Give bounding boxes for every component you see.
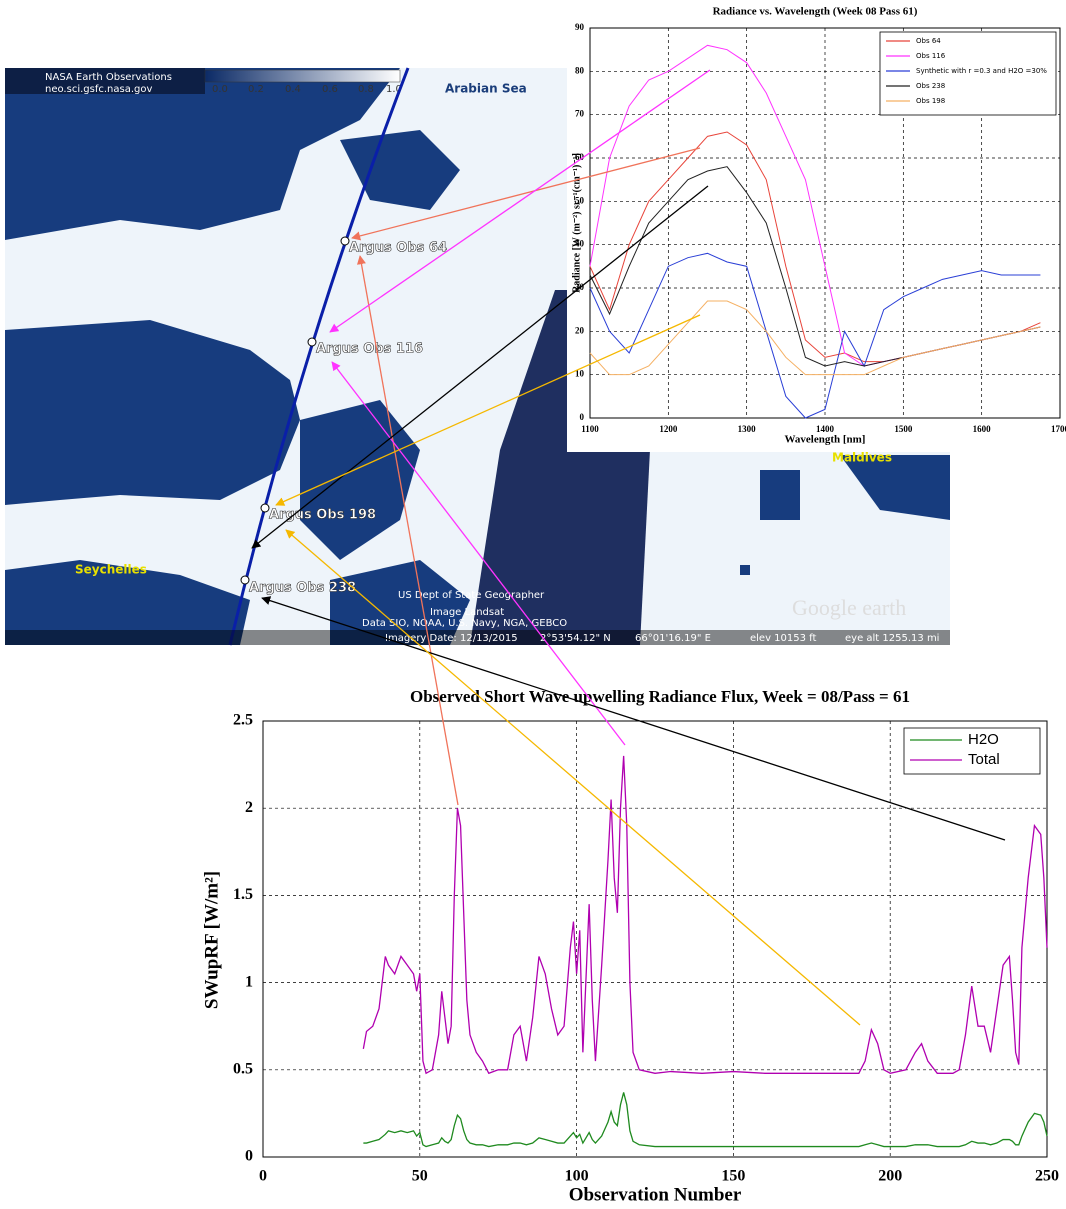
y-tick-label: 2.5 [233, 712, 253, 729]
place-label: Arabian Sea [445, 82, 527, 96]
x-tick-label: 150 [721, 1168, 745, 1185]
x-tick-label: 100 [565, 1168, 589, 1185]
y-tick-label: 0 [580, 412, 585, 422]
marker-label: Argus Obs 198 [269, 508, 376, 523]
y-tick-label: 70 [575, 109, 585, 119]
status: Imagery Date: 12/13/2015 [385, 633, 518, 644]
marker-label: Argus Obs 116 [316, 342, 423, 357]
colorbar-tick: 0.6 [322, 84, 338, 95]
chart-title: Observed Short Wave upwelling Radiance F… [410, 687, 910, 706]
credit: Data SIO, NOAA, U.S. Navy, NGA, GEBCO [362, 618, 567, 629]
status: elev 10153 ft [750, 633, 817, 644]
legend-label: H2O [968, 731, 999, 748]
colorbar-tick: 0.8 [358, 84, 374, 95]
legend-label: Obs 116 [916, 52, 946, 60]
x-axis-label: Observation Number [569, 1184, 742, 1205]
x-tick-label: 1600 [973, 424, 992, 434]
figure: NASA Earth Observations neo.sci.gsfc.nas… [0, 0, 1066, 1209]
status: 66°01'16.19" E [635, 633, 711, 644]
y-tick-label: 1 [245, 973, 253, 990]
y-tick-label: 20 [575, 325, 585, 335]
legend-label: Total [968, 751, 1000, 768]
marker-label: Argus Obs 64 [349, 241, 447, 256]
legend-label: Obs 64 [916, 37, 941, 45]
colorbar-tick: 0.4 [285, 84, 301, 95]
map-url: neo.sci.gsfc.nasa.gov [45, 84, 152, 95]
x-tick-label: 1100 [581, 424, 599, 434]
x-tick-label: 1500 [894, 424, 913, 434]
y-tick-label: 2 [245, 799, 253, 816]
chart-title: Radiance vs. Wavelength (Week 08 Pass 61… [713, 6, 918, 18]
y-tick-label: 90 [575, 22, 585, 32]
credit: Image Landsat [430, 607, 504, 618]
x-tick-label: 1200 [659, 424, 678, 434]
y-tick-label: 80 [575, 65, 585, 75]
colorbar-tick: 0.2 [248, 84, 264, 95]
legend-label: Obs 238 [916, 82, 945, 90]
y-axis-label: Radiance [W (m⁻²) sr⁻¹(cm⁻¹)⁻¹] [571, 153, 582, 293]
x-tick-label: 200 [878, 1168, 902, 1185]
legend-label: Synthetic with r =0.3 and H2O =30% [916, 67, 1047, 75]
colorbar-tick: 0.0 [212, 84, 228, 95]
status: eye alt 1255.13 mi [845, 633, 939, 644]
y-tick-label: 0 [245, 1148, 253, 1165]
y-tick-label: 1.5 [233, 886, 253, 903]
legend-label: Obs 198 [916, 97, 945, 105]
x-tick-label: 250 [1035, 1168, 1059, 1185]
marker-label: Argus Obs 238 [249, 581, 356, 596]
place-label: Maldives [832, 451, 892, 465]
x-tick-label: 1300 [738, 424, 757, 434]
plot-area [263, 721, 1047, 1157]
x-tick-label: 50 [412, 1168, 428, 1185]
status: 2°53'54.12" N [540, 633, 611, 644]
map-header: NASA Earth Observations [45, 72, 172, 83]
x-tick-label: 0 [259, 1168, 267, 1185]
y-axis-label: SWupRF [W/m²] [201, 871, 222, 1009]
y-tick-label: 0.5 [233, 1060, 253, 1077]
place-label: Seychelles [75, 563, 147, 577]
logo: Google earth [792, 595, 906, 620]
x-axis-label: Wavelength [nm] [785, 434, 866, 446]
